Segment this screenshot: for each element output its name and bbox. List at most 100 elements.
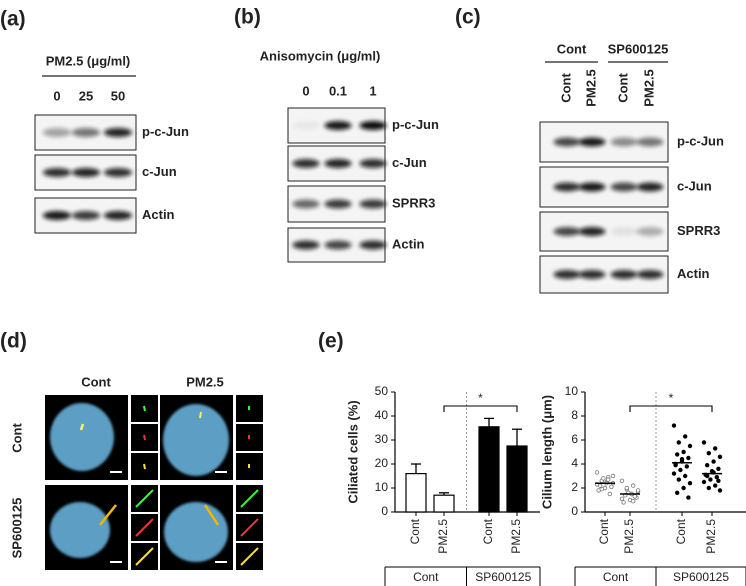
band bbox=[324, 199, 352, 209]
point bbox=[619, 496, 625, 501]
point bbox=[706, 485, 711, 491]
point bbox=[676, 440, 681, 445]
y-tick-label: 30 bbox=[375, 432, 389, 446]
micrographs bbox=[45, 395, 263, 570]
band bbox=[636, 227, 664, 236]
nucleus bbox=[163, 404, 229, 476]
blot-header: PM2.5 (μg/ml) bbox=[46, 53, 131, 68]
significance-bracket bbox=[629, 405, 713, 412]
point bbox=[705, 463, 710, 468]
band bbox=[292, 121, 320, 130]
point bbox=[635, 488, 641, 493]
x-tick-label: PM2.5 bbox=[622, 519, 636, 554]
y-tick-label: 0 bbox=[571, 504, 578, 518]
row-label: p-c-Jun bbox=[392, 117, 439, 132]
point bbox=[705, 473, 710, 479]
significance-label: * bbox=[478, 391, 483, 405]
point bbox=[713, 446, 718, 451]
panel-label: (b) bbox=[234, 6, 261, 29]
point bbox=[673, 463, 678, 468]
nucleus bbox=[50, 403, 114, 471]
nucleus bbox=[164, 502, 228, 562]
band bbox=[578, 182, 606, 192]
group-label: Cont bbox=[603, 570, 629, 584]
row-label: p-c-Jun bbox=[142, 124, 189, 139]
x-tick-label: PM2.5 bbox=[436, 519, 450, 554]
band bbox=[103, 128, 133, 137]
band bbox=[636, 270, 664, 279]
band bbox=[292, 159, 320, 168]
panel-label: (e) bbox=[318, 330, 344, 353]
x-tick-label: PM2.5 bbox=[704, 519, 718, 554]
cilium bbox=[199, 411, 202, 419]
group-label: SP600125 bbox=[673, 570, 729, 584]
blot-header: Anisomycin (μg/ml) bbox=[260, 48, 381, 63]
point bbox=[706, 451, 711, 456]
point bbox=[717, 488, 723, 493]
lane-label: PM2.5 bbox=[641, 69, 656, 107]
y-tick-label: 10 bbox=[375, 480, 389, 494]
band bbox=[553, 227, 581, 236]
cilium bbox=[203, 504, 220, 526]
point bbox=[671, 471, 677, 476]
row-label: c-Jun bbox=[392, 155, 427, 170]
group-label: SP600125 bbox=[608, 41, 669, 56]
blot-panel: (b) Anisomycin (μg/ml) 0 0.1 1 p-c-Jun c-Jun SP… bbox=[234, 6, 439, 263]
point bbox=[681, 449, 686, 455]
y-tick-label: 20 bbox=[375, 456, 389, 470]
lane-label: 0.1 bbox=[329, 83, 347, 98]
band bbox=[103, 211, 133, 220]
point bbox=[684, 464, 689, 469]
point bbox=[708, 477, 713, 482]
band bbox=[359, 240, 387, 250]
row-label: Actin bbox=[142, 207, 175, 222]
bar bbox=[405, 473, 427, 513]
band bbox=[578, 270, 606, 279]
row-label: SPRR3 bbox=[392, 195, 435, 210]
point bbox=[716, 466, 721, 471]
x-tick-label: Cont bbox=[481, 518, 495, 544]
band bbox=[610, 182, 638, 192]
band bbox=[359, 199, 387, 209]
row-label: c-Jun bbox=[142, 164, 177, 179]
point bbox=[621, 500, 626, 505]
band bbox=[324, 121, 352, 130]
band bbox=[636, 182, 664, 192]
lane-label: PM2.5 bbox=[583, 69, 598, 107]
significance-label: * bbox=[669, 391, 674, 405]
lane-label: 0 bbox=[53, 88, 60, 103]
row-label: c-Jun bbox=[677, 178, 712, 193]
point bbox=[624, 485, 629, 491]
band bbox=[610, 270, 638, 279]
point bbox=[683, 434, 688, 439]
point bbox=[610, 473, 616, 479]
point bbox=[631, 499, 636, 504]
band bbox=[636, 137, 664, 147]
point bbox=[713, 483, 718, 488]
significance-bracket bbox=[443, 405, 518, 412]
lane-label: 0 bbox=[302, 83, 309, 98]
y-axis-label: Ciliated cells (%) bbox=[345, 400, 360, 503]
point bbox=[701, 479, 707, 485]
bar bbox=[433, 494, 455, 513]
point bbox=[631, 483, 636, 488]
y-tick-label: 8 bbox=[571, 408, 578, 422]
band bbox=[324, 240, 352, 250]
point bbox=[711, 459, 716, 464]
point bbox=[606, 477, 611, 482]
band bbox=[42, 168, 72, 177]
point bbox=[681, 485, 686, 491]
column-label: Cont bbox=[81, 374, 111, 389]
point bbox=[701, 440, 707, 445]
point bbox=[687, 443, 693, 449]
point bbox=[607, 491, 612, 497]
point bbox=[609, 484, 614, 489]
point bbox=[619, 478, 625, 483]
inset-signal bbox=[240, 518, 259, 537]
band bbox=[610, 137, 638, 147]
band bbox=[42, 128, 72, 137]
y-tick-label: 4 bbox=[571, 456, 578, 470]
row-label: SP600125 bbox=[9, 498, 24, 559]
y-tick-label: 40 bbox=[375, 408, 389, 422]
